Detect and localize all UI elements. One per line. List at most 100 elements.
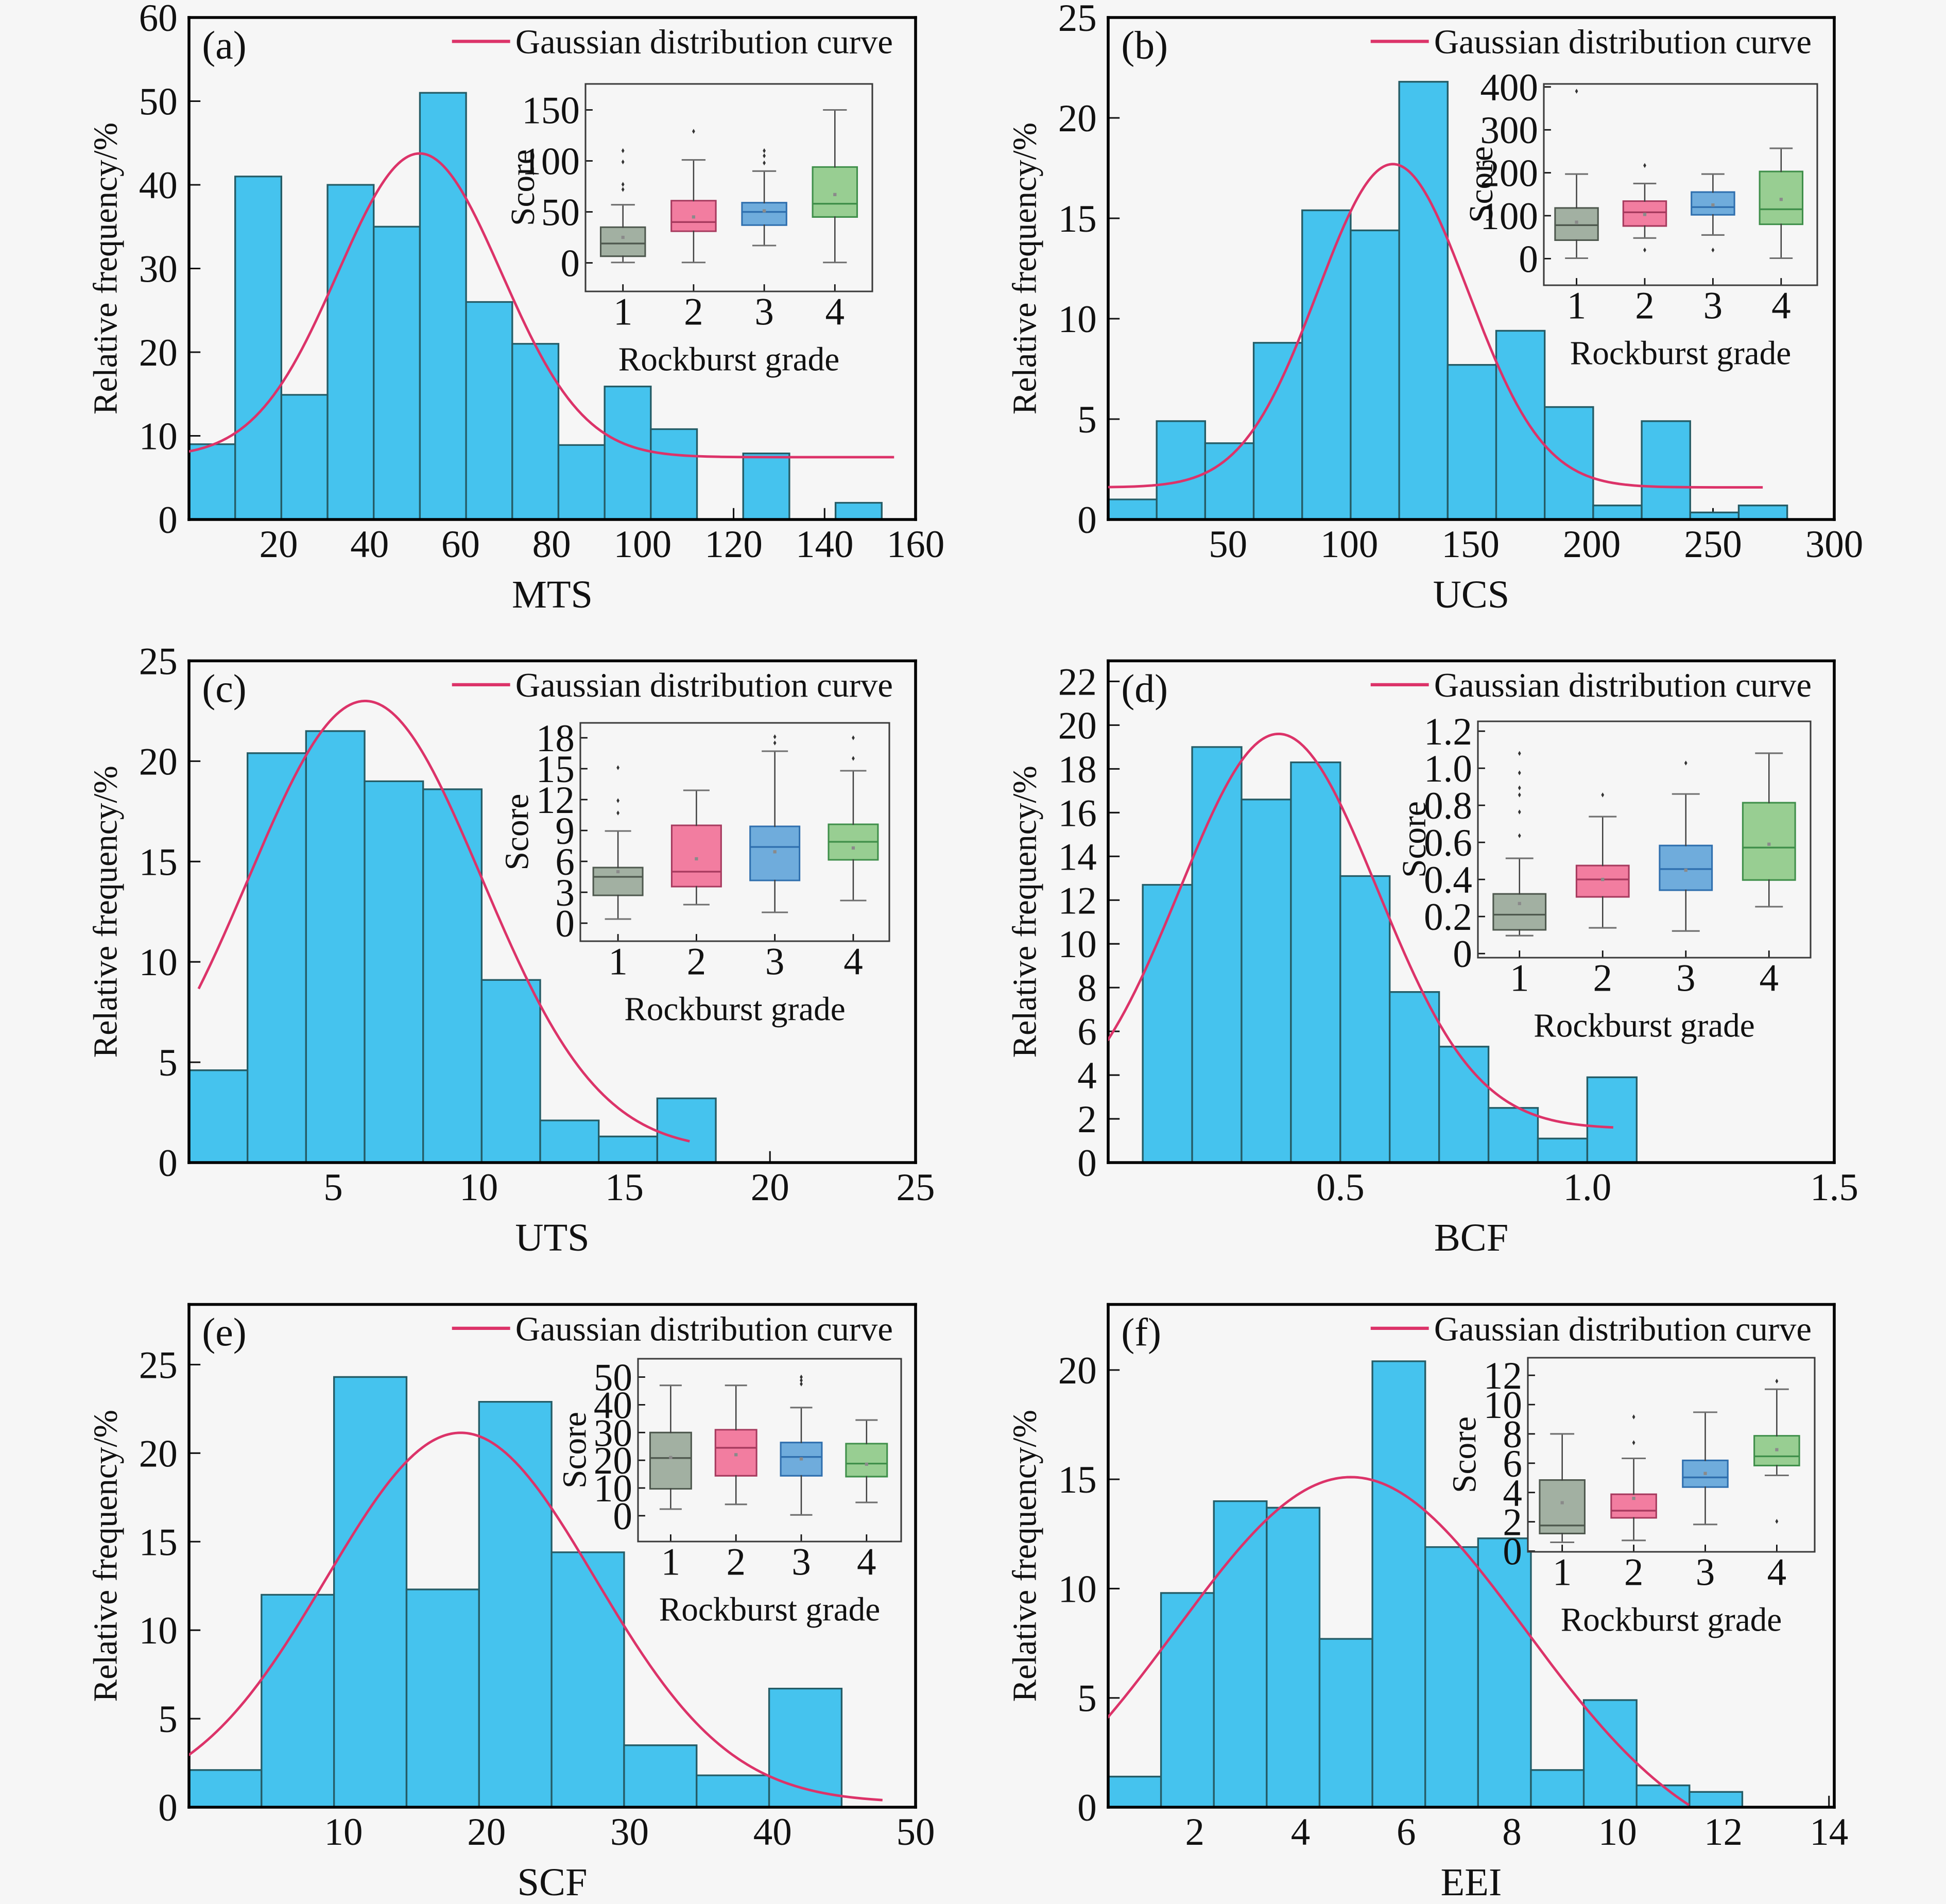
- svg-text:14: 14: [1058, 836, 1097, 878]
- svg-text:5: 5: [1077, 399, 1097, 441]
- svg-text:15: 15: [1058, 198, 1097, 240]
- svg-text:60: 60: [441, 523, 480, 566]
- svg-text:Rockburst grade: Rockburst grade: [659, 1591, 881, 1629]
- svg-text:Score: Score: [1396, 801, 1433, 878]
- svg-text:40: 40: [350, 523, 389, 566]
- svg-text:0: 0: [613, 1495, 632, 1538]
- svg-text:10: 10: [1484, 1384, 1522, 1427]
- svg-text:Relative frequency/%: Relative frequency/%: [88, 123, 125, 414]
- svg-text:Gaussian distribution curve: Gaussian distribution curve: [1434, 667, 1812, 704]
- svg-text:12: 12: [1704, 1811, 1743, 1854]
- svg-text:2: 2: [1077, 1098, 1097, 1141]
- svg-text:5: 5: [158, 1698, 178, 1741]
- svg-text:100: 100: [522, 141, 579, 183]
- svg-text:50: 50: [897, 1811, 935, 1854]
- svg-text:1.5: 1.5: [1810, 1166, 1858, 1209]
- svg-text:Relative frequency/%: Relative frequency/%: [88, 766, 125, 1058]
- svg-text:0: 0: [158, 1142, 178, 1185]
- svg-text:50: 50: [594, 1357, 632, 1399]
- svg-text:4: 4: [1760, 957, 1779, 1000]
- svg-text:2: 2: [1593, 957, 1613, 1000]
- svg-text:1: 1: [1567, 285, 1587, 327]
- svg-text:(a): (a): [202, 23, 246, 67]
- svg-text:30: 30: [610, 1811, 649, 1854]
- svg-text:0: 0: [555, 903, 575, 945]
- svg-text:2: 2: [726, 1541, 746, 1584]
- svg-text:(f): (f): [1121, 1310, 1161, 1355]
- svg-text:4: 4: [825, 291, 845, 334]
- svg-text:25: 25: [139, 1344, 178, 1387]
- svg-text:2: 2: [1185, 1811, 1205, 1854]
- svg-text:60: 60: [139, 0, 178, 40]
- svg-text:50: 50: [139, 81, 178, 124]
- svg-text:10: 10: [1598, 1811, 1637, 1854]
- svg-text:UCS: UCS: [1433, 573, 1510, 616]
- svg-text:150: 150: [1441, 523, 1500, 566]
- svg-text:8: 8: [1077, 967, 1097, 1010]
- svg-text:3: 3: [1696, 1551, 1715, 1594]
- svg-text:50: 50: [1209, 523, 1247, 566]
- svg-text:Rockburst grade: Rockburst grade: [1561, 1602, 1782, 1639]
- svg-text:0.5: 0.5: [1316, 1166, 1365, 1209]
- svg-text:Gaussian distribution curve: Gaussian distribution curve: [515, 24, 893, 61]
- svg-text:6: 6: [1503, 1443, 1522, 1485]
- svg-text:Gaussian distribution curve: Gaussian distribution curve: [1434, 24, 1812, 61]
- svg-text:(b): (b): [1121, 23, 1168, 67]
- svg-text:0: 0: [1077, 499, 1097, 542]
- svg-text:5: 5: [1077, 1677, 1097, 1720]
- svg-text:1.0: 1.0: [1563, 1166, 1612, 1209]
- svg-text:12: 12: [1484, 1355, 1522, 1397]
- svg-text:4: 4: [1503, 1472, 1522, 1515]
- svg-text:300: 300: [1805, 523, 1864, 566]
- svg-text:20: 20: [1058, 97, 1097, 140]
- svg-text:15: 15: [605, 1166, 644, 1209]
- svg-text:Rockburst grade: Rockburst grade: [618, 341, 840, 378]
- svg-text:2: 2: [1503, 1501, 1522, 1544]
- svg-text:4: 4: [843, 941, 863, 983]
- svg-text:Gaussian distribution curve: Gaussian distribution curve: [515, 1310, 893, 1348]
- svg-text:10: 10: [1058, 1568, 1097, 1611]
- svg-text:20: 20: [139, 332, 178, 374]
- svg-text:EEI: EEI: [1441, 1860, 1502, 1904]
- svg-text:12: 12: [536, 779, 575, 822]
- svg-text:0: 0: [1077, 1787, 1097, 1829]
- svg-text:1: 1: [1510, 957, 1529, 1000]
- svg-text:4: 4: [1077, 1054, 1097, 1097]
- svg-text:250: 250: [1684, 523, 1742, 566]
- svg-text:8: 8: [1503, 1413, 1522, 1456]
- svg-text:0: 0: [1503, 1531, 1522, 1573]
- svg-text:25: 25: [1058, 0, 1097, 40]
- svg-text:4: 4: [857, 1541, 876, 1584]
- svg-text:15: 15: [139, 1521, 178, 1564]
- svg-text:Relative frequency/%: Relative frequency/%: [1007, 1410, 1044, 1702]
- svg-text:140: 140: [796, 523, 854, 566]
- svg-text:0.8: 0.8: [1424, 785, 1472, 827]
- svg-text:3: 3: [765, 941, 785, 983]
- svg-text:40: 40: [594, 1384, 632, 1427]
- svg-text:(e): (e): [202, 1310, 246, 1354]
- svg-text:5: 5: [158, 1042, 178, 1084]
- svg-text:22: 22: [1058, 661, 1097, 703]
- svg-text:6: 6: [555, 841, 575, 884]
- svg-text:10: 10: [324, 1811, 363, 1854]
- svg-text:Score: Score: [499, 794, 536, 871]
- svg-text:Score: Score: [1463, 146, 1500, 223]
- svg-text:4: 4: [1771, 285, 1791, 327]
- svg-text:50: 50: [541, 192, 580, 234]
- svg-text:Gaussian distribution curve: Gaussian distribution curve: [1434, 1310, 1812, 1348]
- svg-text:200: 200: [1480, 152, 1538, 195]
- svg-text:150: 150: [522, 90, 579, 132]
- svg-text:SCF: SCF: [518, 1860, 588, 1904]
- svg-text:20: 20: [594, 1440, 632, 1482]
- svg-text:5: 5: [323, 1166, 343, 1209]
- svg-text:18: 18: [536, 717, 575, 760]
- svg-text:10: 10: [139, 941, 178, 984]
- svg-text:Rockburst grade: Rockburst grade: [624, 991, 846, 1028]
- svg-text:Score: Score: [505, 149, 542, 226]
- svg-text:10: 10: [139, 416, 178, 458]
- svg-text:25: 25: [897, 1166, 935, 1209]
- svg-text:1: 1: [613, 291, 633, 334]
- svg-text:16: 16: [1058, 792, 1097, 835]
- svg-text:Relative frequency/%: Relative frequency/%: [88, 1410, 125, 1702]
- svg-text:MTS: MTS: [512, 573, 593, 616]
